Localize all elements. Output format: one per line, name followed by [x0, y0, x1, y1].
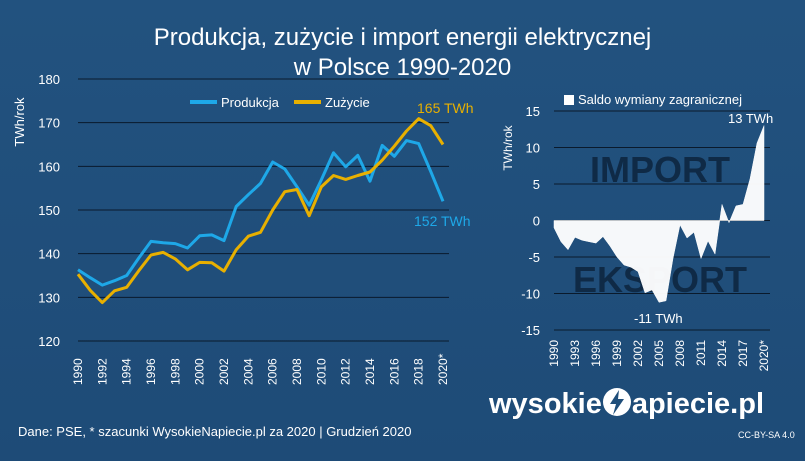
brand-logo-text-post: apiecie.pl	[631, 388, 765, 420]
left-x-tick-label: 1998	[168, 358, 182, 385]
left-x-tick-label: 2018	[412, 358, 426, 385]
left-x-tick-label: 2016	[387, 358, 401, 385]
license-label: CC-BY-SA 4.0	[738, 430, 795, 440]
chart-title-line2: w Polsce 1990-2020	[293, 54, 512, 81]
left-legend: Produkcja Zużycie	[190, 95, 370, 110]
right-y-tick-label: -5	[528, 250, 540, 265]
annotation-produkcja-2020: 152 TWh	[414, 213, 471, 229]
right-y-tick-label: 15	[526, 104, 540, 119]
left-y-tick-label: 140	[38, 247, 60, 262]
right-y-tick-label: 10	[526, 141, 540, 156]
annotation-zuzycie-2020: 165 TWh	[417, 100, 474, 116]
right-legend-swatch	[564, 95, 574, 105]
left-x-tick-label: 2014	[363, 358, 377, 385]
right-x-tick-label: 1999	[610, 340, 624, 367]
legend-label-zuzycie: Zużycie	[325, 95, 370, 110]
right-x-tick-label: 2020*	[757, 340, 771, 372]
right-x-tick-label: 2005	[652, 340, 666, 367]
lightning-bolt-icon	[602, 388, 631, 416]
right-x-tick-label: 2014	[715, 340, 729, 367]
series-line-zuzycie	[76, 117, 445, 305]
footer-source: Dane: PSE, * szacunki WysokieNapiecie.pl…	[18, 424, 412, 439]
right-x-tick-label: 2011	[694, 340, 708, 366]
legend-label-produkcja: Produkcja	[221, 95, 280, 110]
left-x-tick-label: 1996	[144, 358, 158, 385]
left-y-tick-label: 130	[38, 290, 60, 305]
left-y-tick-label: 160	[38, 159, 60, 174]
left-x-tick-label: 2006	[266, 358, 280, 385]
right-y-tick-label: -15	[521, 323, 540, 338]
right-x-tick-label: 1990	[547, 340, 561, 367]
left-x-tick-label: 2010	[314, 358, 328, 385]
left-x-tick-label: 2008	[290, 358, 304, 385]
right-x-tick-label: 2008	[673, 340, 687, 367]
series-area-saldo	[553, 125, 765, 303]
brand-logo-text-pre: wysokie	[489, 388, 602, 420]
left-y-axis-label: TWh/rok	[12, 97, 27, 147]
left-x-tick-label: 2020*	[436, 353, 450, 385]
left-y-tick-label: 120	[38, 334, 60, 349]
left-x-tick-label: 2012	[339, 358, 353, 385]
right-y-tick-label: 5	[533, 177, 540, 192]
right-x-tick-label: 2017	[736, 340, 750, 367]
right-legend-label: Saldo wymiany zagranicznej	[578, 92, 742, 107]
annotation-saldo-min: -11 TWh	[634, 311, 683, 326]
right-x-tick-label: 1993	[568, 340, 582, 367]
region-label-import: IMPORT	[590, 149, 730, 190]
left-x-tick-label: 2004	[241, 358, 255, 385]
right-y-tick-label: 0	[533, 214, 540, 229]
left-x-tick-label: 1992	[95, 358, 109, 385]
left-y-tick-label: 170	[38, 116, 60, 131]
right-x-tick-label: 2002	[631, 340, 645, 367]
left-x-tick-label: 2000	[193, 358, 207, 385]
left-x-tick-label: 1994	[120, 358, 134, 385]
right-x-tick-label: 1996	[589, 340, 603, 367]
right-y-tick-label: -10	[521, 287, 540, 302]
chart-title-line1: Produkcja, zużycie i import energii elek…	[153, 24, 652, 51]
brand-logo: wysokie apiecie.pl	[489, 387, 764, 421]
left-y-tick-label: 180	[38, 72, 60, 87]
left-y-tick-label: 150	[38, 203, 60, 218]
left-x-tick-label: 2002	[217, 358, 231, 385]
left-x-tick-label: 1990	[71, 358, 85, 385]
right-y-axis-label: TWh/rok	[501, 124, 515, 170]
series-line-produkcja	[77, 139, 445, 287]
annotation-saldo-2020: 13 TWh	[728, 111, 773, 126]
